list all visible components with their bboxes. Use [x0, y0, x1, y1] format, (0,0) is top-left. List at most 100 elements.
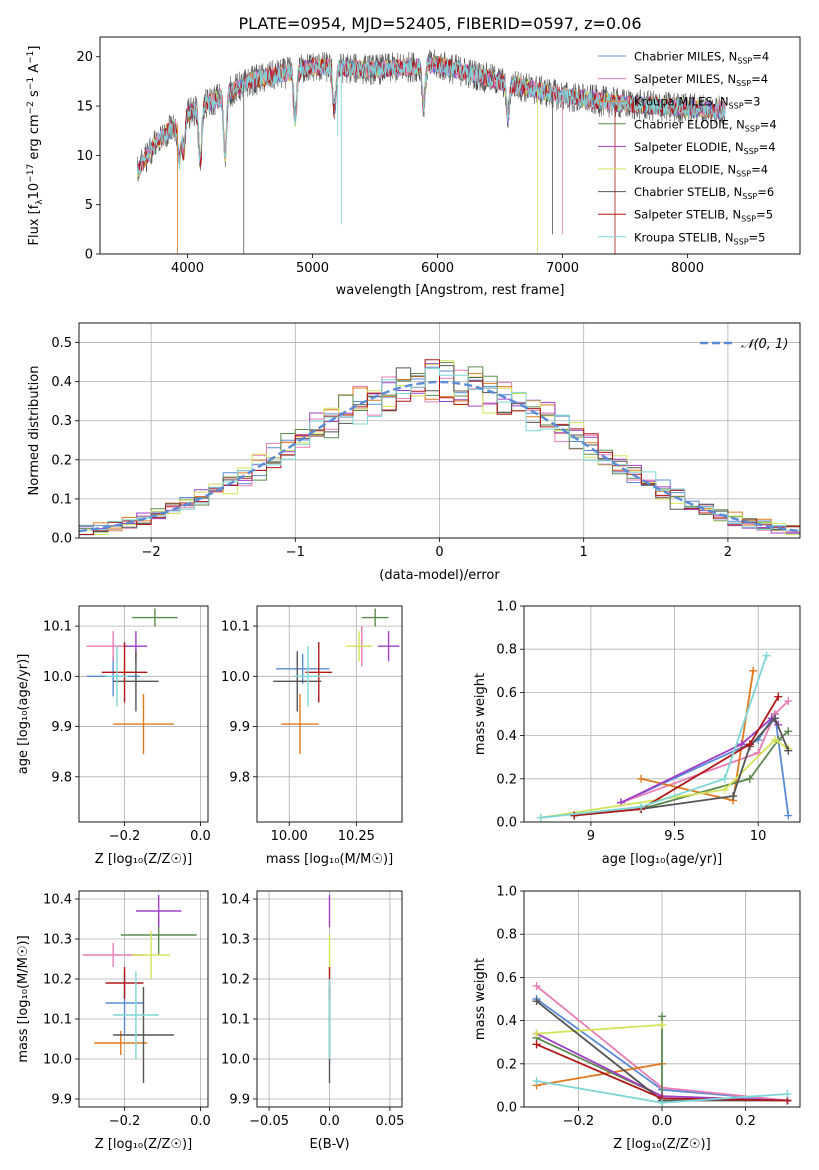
x-tick-label: 2	[724, 545, 732, 560]
x-axis-label: Z [log₁₀(Z/Z☉)]	[95, 1137, 192, 1152]
weight-marker	[784, 746, 793, 755]
y-tick-label: 10.1	[43, 620, 72, 635]
weight-marker	[774, 692, 783, 701]
legend-entry: Salpeter MILES, NSSP=4	[634, 72, 768, 88]
weight-line	[620, 700, 789, 804]
y-tick-label: 0.5	[51, 336, 72, 351]
legend-entry: Salpeter ELODIE, NSSP=4	[634, 140, 776, 156]
y-tick-label: 0.0	[496, 816, 517, 831]
x-tick-label: 0.0	[190, 1114, 211, 1129]
y-axis-label: mass [log₁₀(M/M☉)]	[16, 935, 31, 1062]
x-tick-label: 0.0	[319, 1114, 340, 1129]
legend-entry: Kroupa STELIB, NSSP=5	[634, 230, 765, 246]
massweight-vs-age-panel: 9 9.5 10 0.0 0.2 0.4 0.6 0.8 1.0 age [log₁₀(age/y…	[473, 600, 801, 867]
y-axis-label: mass weight	[473, 673, 488, 755]
x-tick-label: −1	[286, 545, 305, 560]
x-tick-label: 0.2	[735, 1114, 756, 1129]
weight-marker	[745, 774, 754, 783]
axes-frame	[256, 605, 403, 823]
weight-line	[574, 696, 780, 817]
weight-line	[536, 1024, 663, 1035]
y-tick-label: 10.1	[221, 620, 250, 635]
x-tick-label: 7000	[546, 261, 579, 276]
y-tick-label: 20	[76, 50, 93, 65]
y-tick-label: 9.8	[51, 770, 72, 785]
y-tick-label: 0.6	[496, 971, 517, 986]
x-tick-label: 0.05	[375, 1114, 404, 1129]
weight-marker	[637, 774, 646, 783]
y-tick-label: 10.4	[43, 893, 72, 908]
y-tick-label: 9.9	[51, 720, 72, 735]
y-tick-label: 0.3	[51, 414, 72, 429]
age-vs-mass-panel: 10.00 10.25 9.8 9.9 10.0 10.1 mass [log₁₀(M/M☉…	[221, 605, 403, 867]
normal-curve	[79, 380, 800, 533]
y-tick-label: 0.8	[496, 643, 517, 658]
y-tick-label: 10.1	[43, 1013, 72, 1028]
x-tick-label: 10.25	[338, 829, 375, 844]
histogram-steps	[79, 367, 800, 537]
y-tick-label: 0.4	[496, 1014, 517, 1029]
axes-frame	[523, 605, 801, 823]
weight-marker	[536, 813, 545, 822]
legend-entry: Chabrier STELIB, NSSP=6	[634, 185, 774, 201]
x-axis-label: (data-model)/error	[379, 568, 500, 583]
y-tick-label: 15	[76, 100, 93, 115]
weight-marker	[784, 811, 793, 820]
x-tick-label: −0.05	[249, 1114, 289, 1129]
x-tick-label: −0.2	[109, 1114, 141, 1129]
weight-marker	[784, 697, 793, 706]
y-tick-label: 9.8	[229, 770, 250, 785]
y-axis-label: mass weight	[473, 958, 488, 1040]
y-tick-label: 0.0	[51, 532, 72, 547]
x-tick-label: 10.00	[271, 829, 308, 844]
weight-marker	[720, 774, 729, 783]
y-tick-label: 0.4	[496, 729, 517, 744]
y-axis-label: Normed distribution	[27, 366, 42, 496]
legend: Chabrier MILES, NSSP=4 Salpeter MILES, NS…	[598, 50, 777, 246]
y-tick-label: 0.4	[51, 375, 72, 390]
y-tick-label: 0.6	[496, 686, 517, 701]
y-tick-label: 10.0	[221, 1053, 250, 1068]
legend-entry: Kroupa ELODIE, NSSP=4	[634, 163, 768, 179]
x-tick-label: 10	[750, 829, 767, 844]
y-tick-label: 0.0	[496, 1101, 517, 1116]
axes-frame	[78, 605, 209, 823]
age-vs-metallicity-panel: −0.2 0.0 9.8 9.9 10.0 10.1 Z [log₁₀(Z/Z☉)] age …	[16, 605, 211, 867]
x-tick-label: −0.2	[109, 829, 141, 844]
x-axis-label: age [log₁₀(age/yr)]	[602, 852, 723, 867]
x-tick-label: 4000	[171, 261, 204, 276]
y-axis-label: Flux [fλ10−17 erg cm−2 s−1 A−1]	[26, 46, 45, 246]
x-tick-label: 9	[587, 829, 595, 844]
x-axis-label: wavelength [Angstrom, rest frame]	[336, 283, 565, 298]
weight-marker	[729, 792, 738, 801]
x-tick-label: 5000	[296, 261, 329, 276]
residuals-panel: −2 −1 0 1 2 0.0 0.1 0.2 0.3 0.4 0.5 𝒩(0, 1) (data-mo…	[27, 322, 801, 583]
y-tick-label: 10.0	[43, 1053, 72, 1068]
y-tick-label: 10.3	[43, 933, 72, 948]
legend-entry: Salpeter STELIB, NSSP=5	[634, 208, 773, 224]
x-tick-label: 0.0	[652, 1114, 673, 1129]
weight-marker	[532, 1040, 541, 1049]
axes-frame	[99, 36, 801, 255]
weight-marker	[720, 785, 729, 794]
x-tick-label: 6000	[421, 261, 454, 276]
weight-line	[540, 655, 768, 819]
y-tick-label: 0.1	[51, 492, 72, 507]
y-tick-label: 10.2	[43, 973, 72, 988]
y-axis-label: age [log₁₀(age/yr)]	[16, 654, 31, 775]
legend-entry: Chabrier MILES, NSSP=4	[634, 50, 769, 66]
weight-marker	[532, 982, 541, 991]
x-axis-label: E(B-V)	[309, 1137, 349, 1152]
y-tick-label: 10.0	[221, 670, 250, 685]
x-tick-label: 0	[435, 545, 443, 560]
y-tick-label: 0.8	[496, 928, 517, 943]
x-axis-label: mass [log₁₀(M/M☉)]	[266, 852, 393, 867]
weight-marker	[637, 802, 646, 811]
mass-vs-metallicity-panel: −0.2 0.0 9.9 10.0 10.1 10.2 10.3 10.4 Z [log₁₀(Z…	[16, 890, 211, 1152]
y-tick-label: 1.0	[496, 885, 517, 900]
weight-marker	[532, 1029, 541, 1038]
weight-marker	[783, 1090, 792, 1099]
weight-marker	[658, 1012, 666, 1021]
y-tick-label: 9.9	[229, 1093, 250, 1108]
